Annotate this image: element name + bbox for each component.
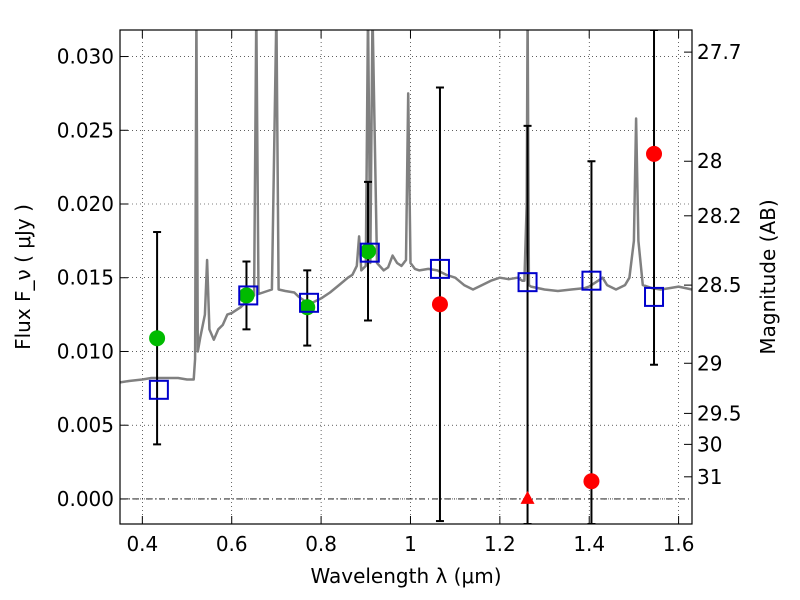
model-photometry-square: [238, 285, 259, 306]
y-tick-label: 0.010: [57, 339, 114, 363]
detection-point: [299, 299, 316, 316]
model-photometry-square: [359, 242, 380, 263]
model-photometry-square: [299, 292, 320, 313]
model-photometry-square: [429, 258, 450, 279]
model-photometry-square: [581, 270, 602, 291]
x-tick-label: 1: [404, 532, 417, 556]
x-tick-label: 1.6: [663, 532, 695, 556]
y2-tick-label: 28.5: [697, 273, 742, 297]
y2-tick-label: 30: [697, 432, 722, 456]
detection-point: [360, 243, 377, 260]
y2-tick-label: 28: [697, 149, 722, 173]
x-tick-label: 0.8: [305, 532, 337, 556]
y2-tick-label: 29: [697, 351, 722, 375]
y-axis-title: Flux F_ν ( μJy ): [11, 204, 35, 350]
error-bar: [650, 30, 659, 366]
detection-point: [238, 287, 255, 304]
plot-background: [120, 30, 692, 524]
y2-tick-label: 28.2: [697, 204, 742, 228]
detection-point: [149, 330, 166, 347]
model-spectrum-line: [120, 30, 692, 384]
x-axis-title: Wavelength λ (μm): [310, 564, 501, 588]
upper-limit-point: [583, 473, 600, 490]
y-tick-label: 0.015: [57, 266, 114, 290]
model-photometry-square: [517, 272, 538, 293]
model-photometry-square: [148, 379, 169, 400]
error-bar: [587, 160, 596, 524]
y2-tick-label: 31: [697, 465, 722, 489]
model-photometry-square: [644, 286, 665, 307]
y-tick-label: 0.020: [57, 192, 114, 216]
x-tick-label: 0.4: [126, 532, 158, 556]
plot-area: [120, 30, 692, 524]
plot-frame: [119, 29, 693, 525]
upper-limit-point: [431, 296, 448, 313]
y2-axis-title: Magnitude (AB): [756, 199, 780, 354]
upper-limit-point: [646, 145, 663, 162]
upper-limit-triangle: [520, 490, 535, 504]
x-tick-label: 1.2: [484, 532, 516, 556]
y-tick-label: 0.030: [57, 45, 114, 69]
x-tick-label: 1.4: [573, 532, 605, 556]
y2-tick-label: 27.7: [697, 40, 742, 64]
x-tick-label: 0.6: [216, 532, 248, 556]
y-tick-label: 0.000: [57, 487, 114, 511]
y2-tick-label: 29.5: [697, 401, 742, 425]
y-tick-label: 0.005: [57, 413, 114, 437]
error-bar: [523, 124, 532, 524]
y-tick-label: 0.025: [57, 118, 114, 142]
ticks: 0.4 0.6 0.8 1 1.2 1.4 1.6 0.000 0.005 0.010 0.015 0…: [57, 30, 742, 556]
grid: [120, 30, 692, 524]
